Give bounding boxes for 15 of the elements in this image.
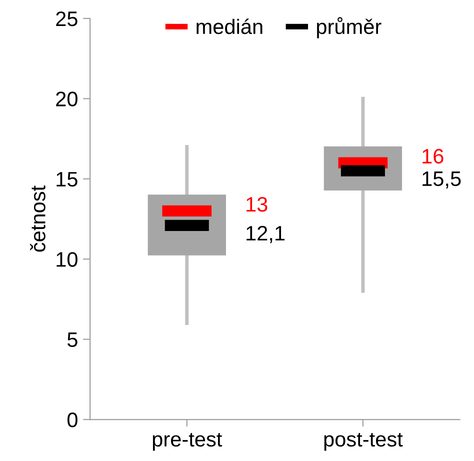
annotation: 16: [422, 148, 444, 164]
y-axis-title: četnost: [30, 186, 46, 252]
y-tick-label: 10: [56, 252, 78, 267]
annotation: medián: [196, 18, 262, 34]
y-tick-label: 25: [56, 11, 78, 26]
annotation: 13: [246, 196, 268, 212]
annotation: průměr: [317, 17, 382, 38]
annotation: 15,5: [422, 172, 461, 189]
x-tick-label: pre-test: [152, 432, 222, 451]
x-tick-label: post-test: [324, 432, 403, 451]
y-tick-label: 20: [56, 92, 78, 106]
annotation: 12,1: [246, 226, 285, 244]
y-tick-label: 5: [68, 332, 78, 348]
y-tick-label: 15: [56, 172, 78, 187]
y-tick-label: 0: [67, 412, 78, 428]
